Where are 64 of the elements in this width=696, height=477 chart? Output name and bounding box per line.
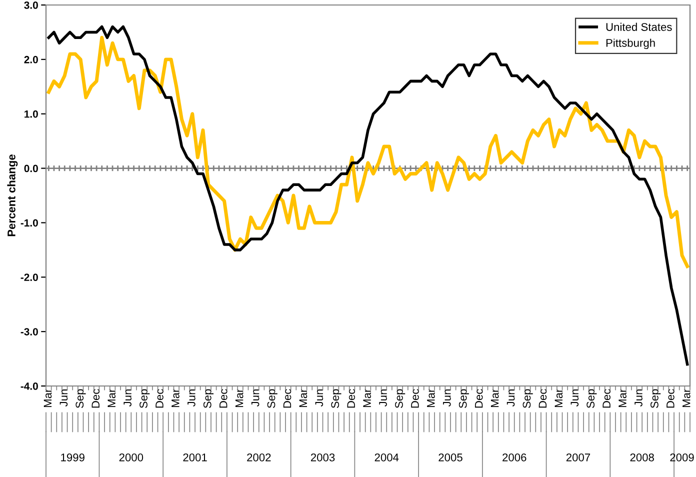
y-tick-label: 0.0: [24, 164, 38, 172]
text: 2009: [670, 454, 694, 462]
x-tick-label: Sep: [267, 389, 278, 408]
text: 2006: [502, 454, 526, 462]
x-tick-label: Jun: [379, 390, 387, 407]
y-tick-label: 1.0: [24, 110, 38, 118]
x-tick-label: Sep: [650, 389, 661, 408]
x-tick-label: Dec: [411, 389, 419, 408]
x-tick-label: Jun: [634, 390, 642, 407]
x-tick-label: Jun: [251, 390, 260, 407]
text: 2001: [183, 454, 207, 462]
x-tick-label: Mar: [427, 388, 435, 407]
text: 1999: [61, 454, 84, 462]
y-tick-label: 3.0: [24, 2, 38, 9]
y-tick-label: -1.0: [20, 219, 38, 227]
x-tick-label: Mar: [172, 388, 180, 407]
x-tick-label: Sep: [522, 389, 533, 408]
x-tick-label: Dec: [602, 389, 610, 408]
text: 2002: [247, 454, 271, 462]
x-tick-label: Sep: [76, 389, 86, 408]
text: 2003: [310, 454, 335, 462]
x-tick-label: Mar: [235, 388, 244, 407]
x-tick-label: Mar: [490, 388, 499, 407]
x-tick-label: Sep: [458, 389, 469, 408]
x-tick-label: Jun: [188, 390, 196, 407]
legend-label: United States: [606, 22, 672, 31]
x-tick-label: Dec: [347, 389, 356, 408]
x-tick-label: Mar: [363, 388, 371, 407]
x-tick-label: Sep: [140, 389, 150, 408]
legend-label: Pittsburgh: [606, 38, 655, 50]
x-tick-label: Sep: [395, 389, 406, 408]
x-tick-label: Dec: [666, 389, 674, 408]
text: 2008: [630, 454, 654, 462]
x-tick-label: Sep: [203, 389, 214, 408]
x-tick-label: Mar: [618, 388, 626, 407]
x-tick-label: Jun: [506, 390, 515, 407]
text: 2005: [438, 454, 462, 462]
x-tick-label: Jun: [124, 390, 132, 407]
x-tick-label: Dec: [220, 389, 228, 408]
x-tick-label: Mar: [299, 388, 308, 407]
line-series: [46, 36, 690, 268]
x-tick-label: Mar: [44, 388, 52, 407]
x-tick-label: Dec: [92, 389, 100, 408]
text: 2004: [374, 454, 399, 462]
x-tick-label: Jun: [570, 390, 579, 407]
x-tick-label: Dec: [538, 389, 547, 408]
x-tick-label: Mar: [108, 388, 116, 407]
x-tick-label: Jun: [60, 390, 68, 407]
y-tick-label: -4.0: [20, 382, 38, 390]
x-tick-label: Sep: [331, 389, 342, 408]
x-tick-label: Dec: [156, 389, 164, 408]
x-tick-label: Jun: [443, 390, 451, 407]
x-tick-label: Dec: [475, 389, 483, 408]
y-axis-title: Percent change: [7, 154, 18, 236]
text: 2007: [566, 454, 590, 462]
y-tick-label: 2.0: [24, 56, 38, 64]
x-tick-label: Mar: [554, 388, 563, 407]
x-tick-label: Sep: [586, 389, 597, 408]
y-tick-label: -2.0: [20, 274, 38, 282]
text: 2000: [119, 454, 144, 462]
x-tick-label: Dec: [283, 389, 292, 408]
y-tick-label: -3.0: [20, 328, 38, 336]
x-tick-label: Mar: [682, 388, 690, 407]
x-tick-label: Jun: [315, 390, 324, 407]
